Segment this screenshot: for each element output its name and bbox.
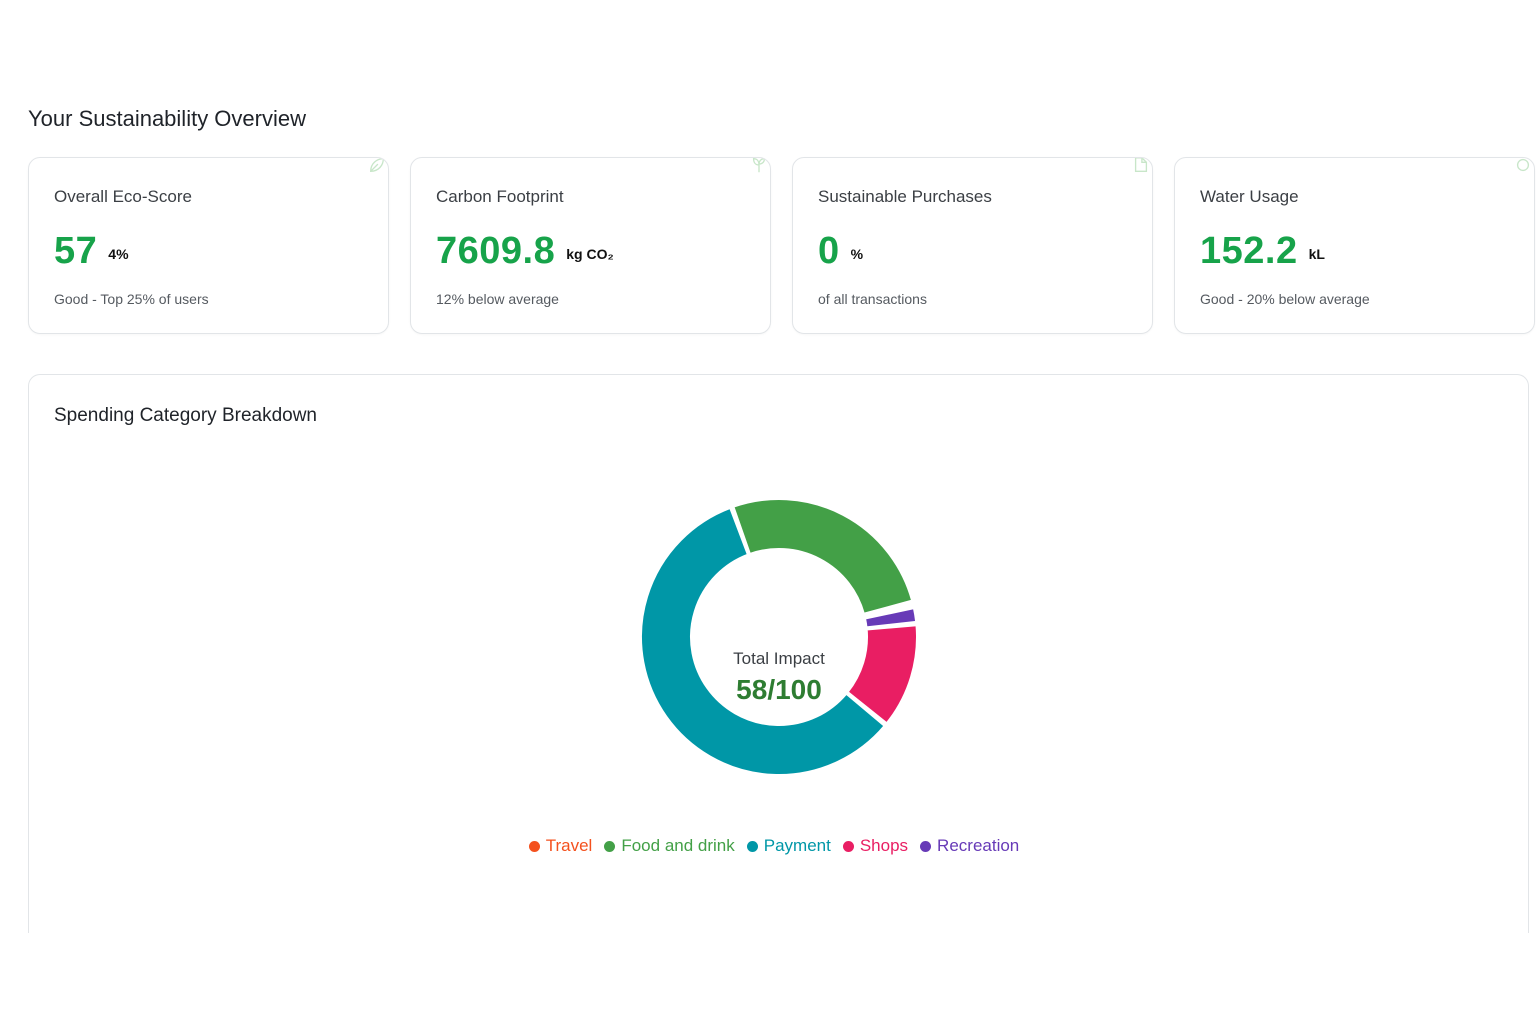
chart-title: Spending Category Breakdown bbox=[54, 405, 318, 426]
carbon-footprint-card: Carbon Footprint 7609.8 kg CO₂ 12% below… bbox=[410, 157, 771, 334]
center-label: Total Impact bbox=[733, 649, 825, 668]
page-bottom-fill bbox=[0, 933, 1536, 1024]
legend-item-recreation[interactable]: Recreation bbox=[920, 836, 1019, 856]
chart-legend: Travel Food and drink Payment Shops Recreati… bbox=[29, 836, 1519, 856]
card-subtitle: Good - 20% below average bbox=[1200, 291, 1370, 307]
legend-item-food-and-drink[interactable]: Food and drink bbox=[604, 836, 735, 856]
legend-label: Food and drink bbox=[621, 836, 735, 855]
card-subtitle: of all transactions bbox=[818, 291, 927, 307]
droplet-icon bbox=[1516, 158, 1530, 172]
card-value-row: 0 % bbox=[818, 232, 863, 270]
sprout-icon bbox=[752, 158, 766, 173]
card-subtitle: Good - Top 25% of users bbox=[54, 291, 209, 307]
card-unit: kg CO₂ bbox=[566, 246, 614, 262]
card-unit: 4% bbox=[108, 246, 129, 262]
legend-label: Travel bbox=[545, 836, 593, 855]
donut-slice-food-and-drink[interactable] bbox=[732, 498, 914, 615]
card-value: 57 bbox=[54, 230, 98, 272]
legend-item-travel[interactable]: Travel bbox=[528, 836, 593, 856]
card-value-row: 57 4% bbox=[54, 232, 129, 270]
legend-dot bbox=[528, 840, 540, 852]
summary-cards: Overall Eco-Score 57 4% Good - Top 25% o… bbox=[28, 157, 1535, 334]
sustainable-purchases-card: Sustainable Purchases 0 % of all transac… bbox=[792, 157, 1153, 334]
card-value-row: 7609.8 kg CO₂ bbox=[436, 232, 614, 270]
card-title: Sustainable Purchases bbox=[818, 187, 992, 206]
legend-label: Recreation bbox=[937, 836, 1020, 855]
legend-item-payment[interactable]: Payment bbox=[746, 836, 831, 856]
water-usage-card: Water Usage 152.2 kL Good - 20% below av… bbox=[1174, 157, 1535, 334]
legend-dot bbox=[920, 840, 932, 852]
spending-breakdown-panel: Spending Category Breakdown Total Impact… bbox=[28, 374, 1529, 1015]
card-value: 7609.8 bbox=[436, 230, 556, 272]
legend-label: Shops bbox=[859, 836, 909, 855]
donut-chart bbox=[640, 498, 918, 776]
card-unit: kL bbox=[1308, 246, 1325, 262]
card-value: 0 bbox=[818, 230, 840, 272]
card-title: Overall Eco-Score bbox=[54, 187, 192, 206]
card-value-row: 152.2 kL bbox=[1200, 232, 1325, 270]
donut-slice-recreation[interactable] bbox=[863, 606, 918, 629]
card-title: Water Usage bbox=[1200, 187, 1299, 206]
legend-dot bbox=[604, 840, 616, 852]
card-unit: % bbox=[850, 246, 864, 262]
legend-label: Payment bbox=[763, 836, 831, 855]
donut-slice-travel[interactable] bbox=[863, 602, 915, 618]
eco-score-card: Overall Eco-Score 57 4% Good - Top 25% o… bbox=[28, 157, 389, 334]
legend-dot bbox=[746, 840, 758, 852]
donut-slice-payment[interactable] bbox=[640, 506, 886, 776]
receipt-icon bbox=[1134, 158, 1148, 172]
leaf-icon bbox=[370, 158, 384, 172]
legend-dot bbox=[842, 840, 854, 852]
legend-item-shops[interactable]: Shops bbox=[842, 836, 909, 856]
donut-slice-shops[interactable] bbox=[846, 624, 918, 725]
card-title: Carbon Footprint bbox=[436, 187, 564, 206]
center-value: 58/100 bbox=[736, 674, 822, 705]
card-subtitle: 12% below average bbox=[436, 291, 559, 307]
card-value: 152.2 bbox=[1200, 230, 1298, 272]
page-title: Your Sustainability Overview bbox=[28, 106, 306, 131]
